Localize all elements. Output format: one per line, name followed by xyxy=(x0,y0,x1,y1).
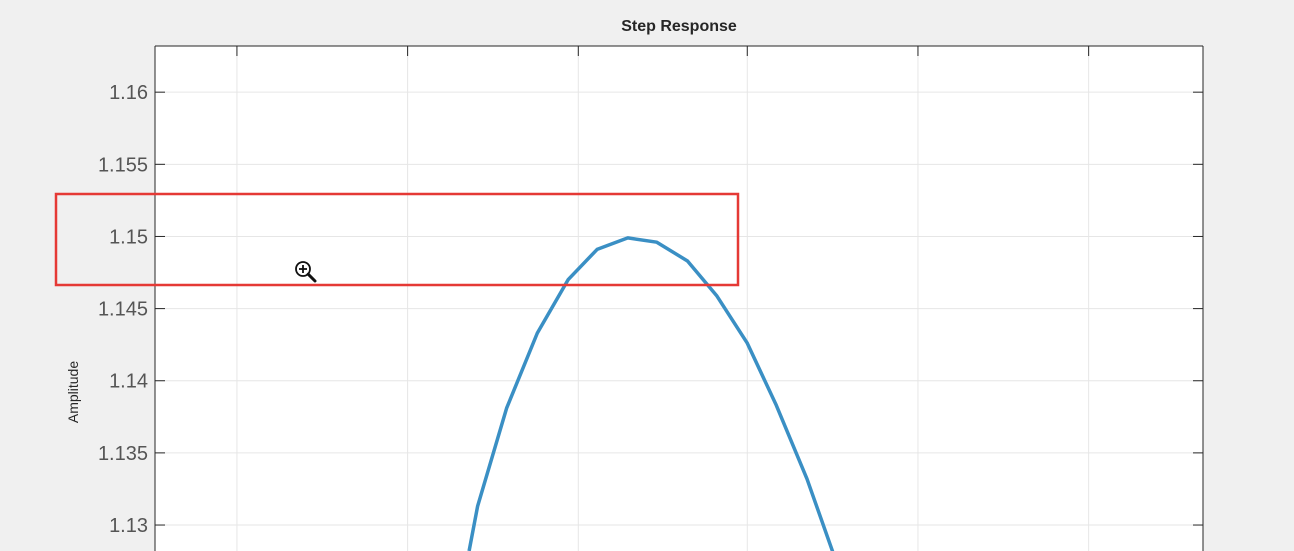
axes xyxy=(154,45,1204,551)
y-tick-label: 1.145 xyxy=(98,299,148,321)
series-group xyxy=(467,236,835,551)
y-tick-label: 1.13 xyxy=(109,515,148,537)
y-tick-label: 1.16 xyxy=(109,82,148,104)
zoom-in-icon xyxy=(295,261,317,283)
y-tick-label: 1.15 xyxy=(109,226,148,248)
x-ticks xyxy=(236,46,1090,56)
highlight-box xyxy=(54,192,740,287)
y-ticks: 1.13 1.135 1.14 1.145 1.15 1.155 1.16 xyxy=(98,82,1203,537)
y-tick-label: 1.155 xyxy=(98,154,148,176)
chart-title: Step Response xyxy=(621,18,737,35)
y-tick-label: 1.14 xyxy=(109,371,148,393)
grid xyxy=(155,46,1203,551)
series-line xyxy=(467,236,835,551)
plot-area[interactable] xyxy=(155,46,1203,551)
y-tick-label: 1.135 xyxy=(98,443,148,465)
